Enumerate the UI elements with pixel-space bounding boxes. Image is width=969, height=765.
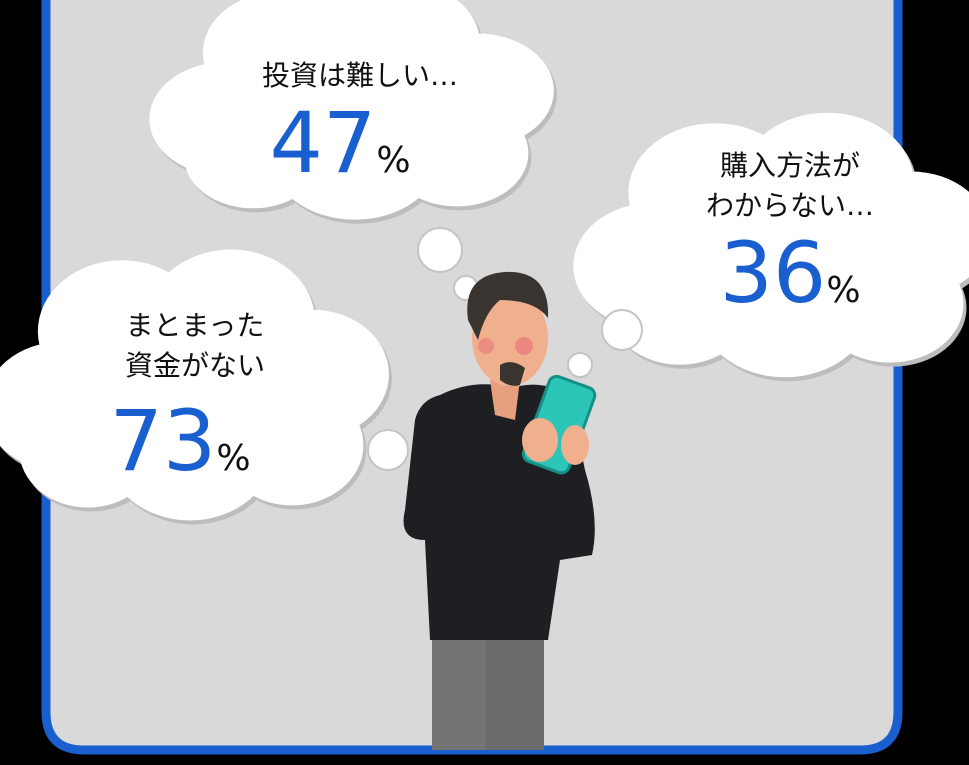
value: 73 <box>109 392 216 490</box>
bubble-label: わからない… <box>706 189 874 222</box>
thought-dot <box>368 430 408 470</box>
hand <box>561 425 589 465</box>
thought-dot <box>568 353 592 377</box>
bubble-label: 購入方法が <box>720 149 860 182</box>
unit: % <box>826 270 860 311</box>
cheek <box>515 337 533 355</box>
hand <box>522 418 558 462</box>
thought-dot <box>418 228 462 272</box>
bubble-label: まとまった <box>126 309 265 342</box>
unit: % <box>376 140 410 181</box>
thought-dot <box>602 310 642 350</box>
infographic: 投資は難しい…47% 購入方法がわからない…36% まとまった資金がない 73% <box>0 0 969 765</box>
unit: % <box>216 438 250 479</box>
bubble-label: 投資は難しい… <box>262 59 458 92</box>
value: 47 <box>269 94 376 192</box>
value: 36 <box>719 224 826 322</box>
bubble-label: 資金がない <box>125 349 265 382</box>
cheek <box>478 338 494 354</box>
